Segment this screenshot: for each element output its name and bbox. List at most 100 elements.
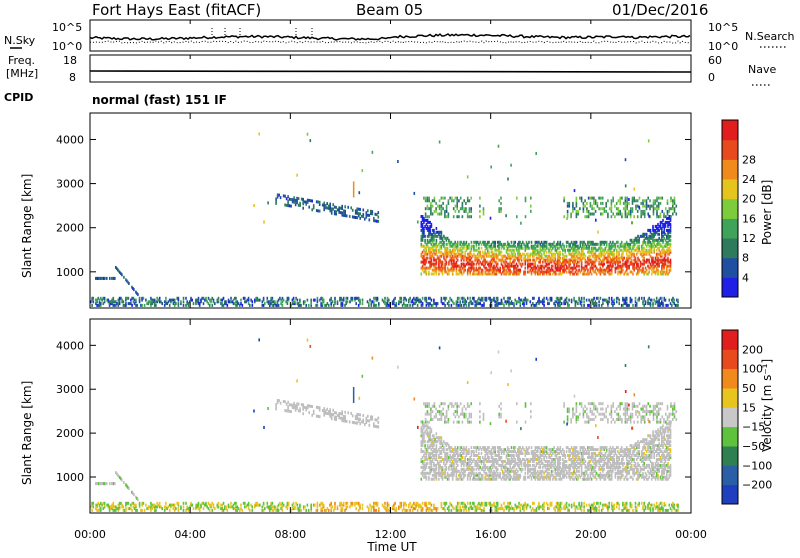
power-cell [376, 213, 378, 216]
velocity-cell [531, 446, 533, 449]
power-cell [593, 199, 595, 202]
power-cell [205, 297, 207, 300]
power-cell [546, 241, 548, 244]
power-cell [473, 297, 475, 300]
power-cell [520, 269, 522, 272]
power-cell [676, 205, 678, 208]
power-cell [585, 255, 587, 258]
power-cell [667, 210, 669, 213]
power-cell [595, 210, 597, 213]
velocity-cell [552, 470, 554, 473]
power-cell [593, 202, 595, 205]
power-cell [644, 205, 646, 208]
power-cell [193, 302, 195, 305]
power-cell [595, 202, 597, 205]
power-cell [432, 213, 434, 216]
power-cell [628, 198, 630, 201]
power-cell [482, 297, 484, 300]
power-cell [586, 215, 588, 218]
power-cell [503, 297, 505, 300]
power-cell [646, 202, 648, 205]
power-cell [314, 299, 316, 302]
velocity-cell [541, 458, 543, 461]
velocity-cell [522, 468, 524, 471]
power-cell [364, 218, 366, 221]
velocity-cell [566, 476, 568, 479]
power-cell [560, 257, 562, 260]
power-cell [646, 269, 648, 272]
power-cell [329, 203, 331, 206]
power-cell [463, 210, 465, 213]
power-cell [510, 164, 512, 167]
power-cell [439, 205, 441, 208]
power-cell [533, 297, 535, 300]
power-cell [292, 198, 294, 201]
power-cell [637, 210, 639, 213]
power-cell [643, 297, 645, 300]
power-cell [660, 197, 662, 200]
power-cell [422, 302, 424, 305]
power-cell [515, 253, 517, 256]
power-cell [623, 202, 625, 205]
power-cell [632, 207, 634, 210]
power-cell [332, 208, 334, 211]
power-cell [367, 214, 369, 217]
power-cell [431, 223, 433, 226]
power-cell [630, 213, 632, 216]
power-cell [435, 202, 437, 205]
power-cell [583, 202, 585, 205]
nsearch-tick-top: 10^5 [708, 21, 738, 34]
power-cell [482, 269, 484, 272]
power-cell [591, 213, 593, 216]
power-cell [597, 202, 599, 205]
velocity-cell [446, 466, 448, 469]
power-cell [591, 197, 593, 200]
velocity-cell [560, 456, 562, 459]
power-cell [466, 241, 468, 244]
power-cell [433, 229, 435, 232]
velocity-cell [424, 440, 426, 443]
power-cell [287, 200, 289, 203]
power-cell [656, 205, 658, 208]
power-cell [523, 302, 525, 305]
power-cell [513, 302, 515, 305]
power-cell [653, 199, 655, 202]
power-cell [353, 181, 355, 197]
power-cell [488, 251, 490, 254]
power-cell [373, 217, 375, 220]
power-cell [640, 213, 642, 216]
power-cell [470, 215, 472, 218]
power-cell [626, 297, 628, 300]
power-cell [362, 302, 364, 305]
power-cell [227, 304, 229, 307]
power-cell [372, 151, 374, 154]
power-cell [433, 299, 435, 302]
power-cell [567, 210, 569, 213]
power-cell [93, 300, 95, 303]
power-cell [462, 207, 464, 210]
power-cell [358, 208, 360, 211]
power-cell [593, 213, 595, 216]
power-cell [209, 304, 211, 307]
power-cell [618, 213, 620, 216]
power-cell [586, 202, 588, 205]
power-cell [316, 209, 318, 212]
power-cell [458, 210, 460, 213]
power-cell [581, 197, 583, 200]
velocity-cell [464, 474, 466, 477]
power-cell [568, 299, 570, 302]
power-cell [611, 210, 613, 213]
power-cell [465, 202, 467, 205]
power-cell [443, 241, 445, 244]
power-cell [470, 210, 472, 213]
power-cell [622, 269, 624, 272]
power-cell [308, 199, 310, 202]
power-cell [576, 197, 578, 200]
power-cell [293, 196, 295, 199]
power-cell [317, 297, 319, 300]
power-cell [350, 206, 352, 209]
freq-tick-top: 18 [63, 54, 77, 67]
power-cell [332, 300, 334, 303]
power-cell [626, 207, 628, 210]
power-cell [458, 297, 460, 300]
